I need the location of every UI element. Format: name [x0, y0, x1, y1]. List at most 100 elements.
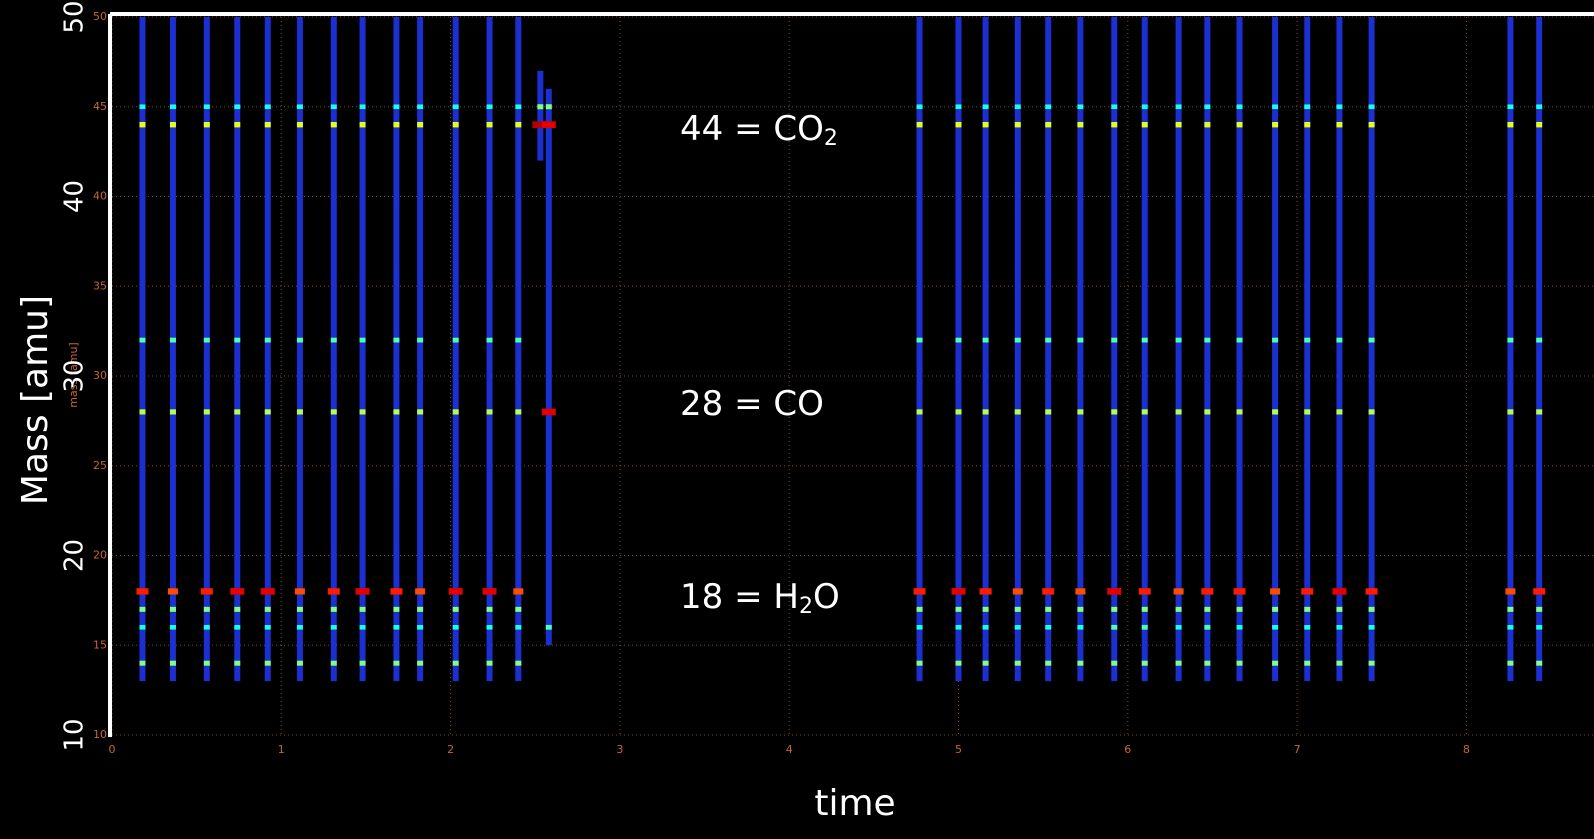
peak [296, 409, 303, 415]
peak [296, 660, 303, 666]
peak [417, 660, 424, 666]
peak [1236, 625, 1243, 630]
peak [1175, 122, 1182, 128]
peak [1368, 409, 1375, 415]
peak [486, 104, 493, 110]
peak [1204, 122, 1211, 128]
peak [515, 122, 522, 128]
peak [1236, 660, 1243, 666]
peak [1045, 625, 1052, 630]
peak [1175, 337, 1182, 343]
peak [1173, 588, 1184, 595]
peak [1141, 660, 1148, 666]
peak [1336, 409, 1343, 415]
peak [1175, 606, 1182, 612]
peak [1077, 660, 1084, 666]
peak [513, 588, 524, 595]
peak [1304, 606, 1311, 612]
scan-streak [330, 17, 337, 682]
annotation-subscript: 2 [799, 594, 813, 619]
annotation: 28 = CO [680, 384, 824, 424]
peak [1141, 104, 1148, 110]
peak [1045, 606, 1052, 612]
peak [169, 625, 176, 630]
peak [1204, 409, 1211, 415]
peak [913, 588, 926, 595]
peak [955, 606, 962, 612]
scan-streak [234, 17, 241, 682]
peak [1175, 409, 1182, 415]
peak [264, 122, 271, 128]
peak [1077, 337, 1084, 343]
peak [169, 606, 176, 612]
peak [1077, 409, 1084, 415]
peak [359, 104, 366, 110]
x-tick-label: 8 [1463, 743, 1470, 756]
peak [1175, 660, 1182, 666]
scan-streak [203, 17, 210, 682]
peak [541, 121, 556, 128]
peak [296, 122, 303, 128]
peak [203, 122, 210, 128]
peak [330, 409, 337, 415]
peak [1505, 588, 1516, 595]
scan-streak [1014, 17, 1021, 682]
peak [1507, 606, 1514, 612]
peak [1507, 660, 1514, 666]
peak [393, 104, 400, 110]
peak [916, 606, 923, 612]
peak [234, 660, 241, 666]
peak [515, 625, 522, 630]
peak [1107, 588, 1122, 595]
peak [234, 104, 241, 110]
scan-streak [1304, 17, 1311, 682]
peak [139, 409, 146, 415]
peak [1304, 409, 1311, 415]
scan-streak [955, 17, 962, 682]
peak [1077, 625, 1084, 630]
peak [1236, 337, 1243, 343]
scan-streak [1272, 17, 1279, 682]
peak [1141, 624, 1148, 630]
peak [359, 409, 366, 415]
peak [330, 122, 337, 128]
scan-streak [417, 17, 424, 682]
peak [515, 104, 522, 110]
annotation-text: 44 = CO [680, 109, 824, 149]
x-tick-label: 1 [278, 743, 285, 756]
peak [955, 104, 962, 110]
peak [1236, 606, 1243, 612]
peak [1270, 588, 1281, 595]
peak [139, 337, 146, 343]
peak [393, 660, 400, 666]
peak [1536, 660, 1543, 666]
peak [330, 104, 337, 110]
y-tick-label: 50 [93, 10, 107, 23]
y-tick-label: 25 [93, 459, 107, 472]
peak [1111, 122, 1118, 128]
scan-streak [1141, 17, 1148, 682]
peak [296, 104, 303, 110]
peak [1236, 409, 1243, 415]
peak [916, 409, 923, 415]
scan-streak [486, 17, 493, 682]
peak [452, 104, 459, 110]
peak [1304, 625, 1311, 630]
peak [1042, 588, 1055, 595]
peak [359, 625, 366, 630]
peak [452, 606, 459, 612]
peak [393, 606, 400, 612]
peak [139, 104, 146, 110]
peak [1272, 606, 1279, 612]
peak [1111, 606, 1118, 612]
peak [1204, 104, 1211, 110]
peak [234, 122, 241, 128]
peak [203, 606, 210, 612]
peak [1204, 660, 1211, 666]
peak [916, 337, 923, 343]
peak [452, 337, 459, 343]
peak [359, 660, 366, 666]
peak [1301, 588, 1314, 595]
peak [486, 660, 493, 666]
